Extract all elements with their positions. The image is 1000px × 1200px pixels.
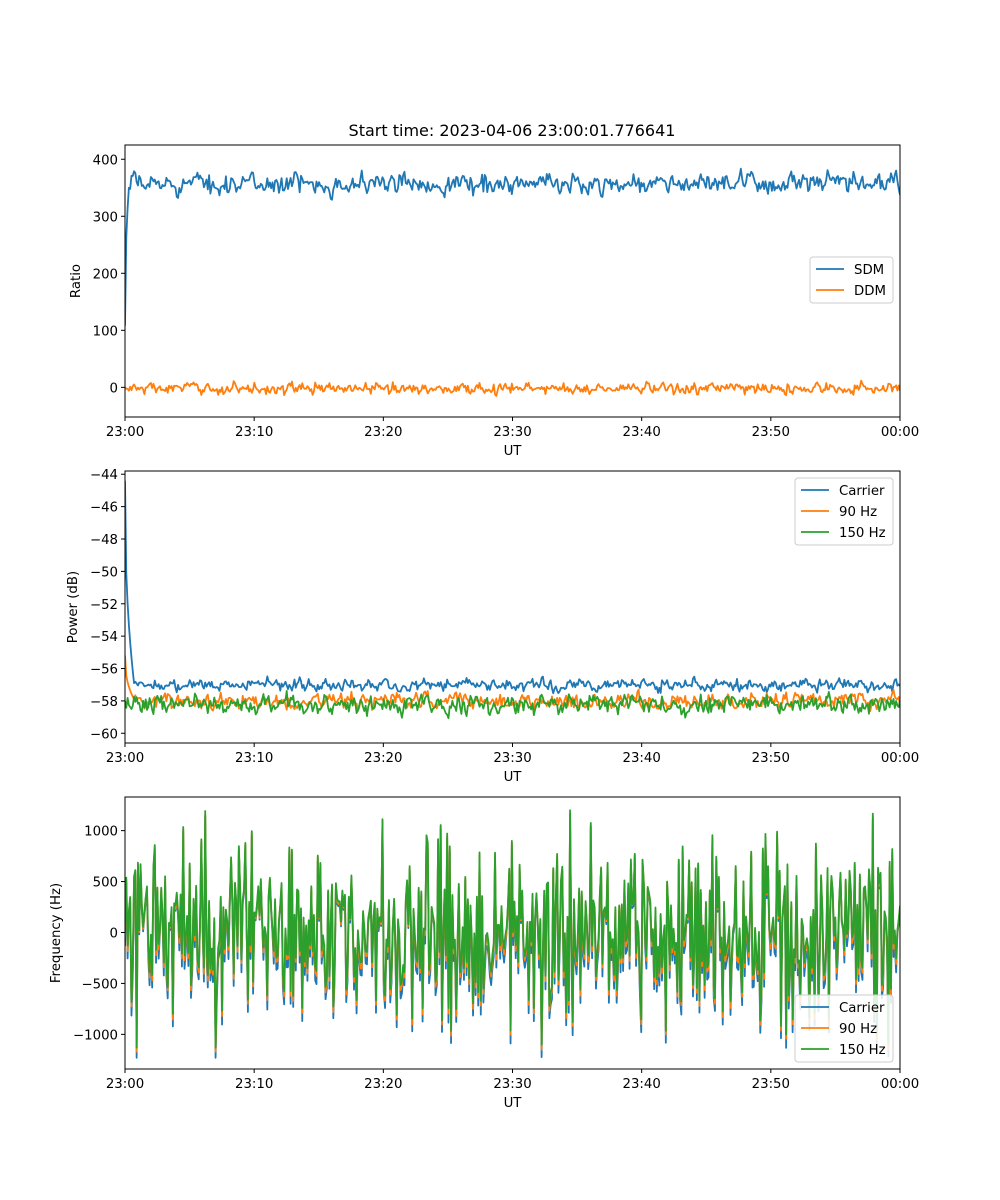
x-tick-label: 00:00	[881, 1077, 919, 1092]
y-tick-label: 0	[110, 926, 118, 941]
legend: Carrier 90 Hz 150 Hz	[794, 994, 894, 1063]
y-tick-label: −1000	[73, 1028, 118, 1043]
x-tick-label: 00:00	[881, 751, 919, 766]
x-tick-label: 23:30	[493, 425, 531, 440]
series-line-ddm	[125, 379, 900, 397]
legend-box	[794, 994, 894, 1063]
y-tick-label: 0	[110, 381, 118, 396]
legend-label: Carrier	[839, 1001, 885, 1016]
legend-label: Carrier	[839, 484, 885, 499]
chart-title: Start time: 2023-04-06 23:00:01.776641	[349, 121, 676, 140]
series-line-150-hz	[125, 809, 900, 1049]
y-tick-label: 500	[93, 876, 118, 891]
y-tick-label: −56	[90, 663, 118, 678]
x-axis-label: UT	[504, 770, 523, 785]
legend: Carrier 90 Hz 150 Hz	[794, 477, 894, 546]
x-axis-label: UT	[504, 1096, 523, 1111]
y-tick-label: 200	[93, 267, 118, 282]
y-tick-label: −60	[90, 727, 118, 742]
legend-box	[794, 477, 894, 546]
y-tick-label: 400	[93, 153, 118, 168]
y-tick-label: 1000	[84, 825, 118, 840]
x-tick-label: 23:10	[235, 751, 273, 766]
x-tick-label: 23:00	[106, 425, 144, 440]
y-axis-label: Frequency (Hz)	[49, 883, 64, 983]
legend: SDM DDM	[809, 256, 894, 304]
series-line-sdm	[125, 167, 900, 326]
x-tick-label: 23:40	[623, 1077, 661, 1092]
x-tick-label: 23:00	[106, 1077, 144, 1092]
y-axis-label: Power (dB)	[66, 571, 81, 643]
y-tick-label: −46	[90, 501, 118, 516]
x-tick-label: 23:30	[493, 1077, 531, 1092]
legend-label: 90 Hz	[839, 505, 877, 520]
chart-panel-2: 23:00 23:10 23:20 23:30 23:40 23:50 00:00 UT −44…	[66, 468, 919, 785]
x-tick-label: 23:10	[235, 1077, 273, 1092]
y-tick-label: −54	[90, 630, 118, 645]
x-tick-label: 23:10	[235, 425, 273, 440]
legend-label: 90 Hz	[839, 1022, 877, 1037]
legend-label: SDM	[854, 263, 884, 278]
x-tick-label: 23:40	[623, 751, 661, 766]
legend-label: 150 Hz	[839, 1043, 886, 1058]
y-tick-label: −48	[90, 533, 118, 548]
x-tick-label: 23:20	[364, 425, 402, 440]
series-line-150-hz	[125, 690, 900, 720]
x-tick-label: 23:20	[364, 751, 402, 766]
x-tick-label: 23:50	[752, 425, 790, 440]
y-tick-label: −50	[90, 565, 118, 580]
x-tick-label: 23:50	[752, 751, 790, 766]
x-tick-label: 00:00	[881, 425, 919, 440]
y-tick-label: −52	[90, 598, 118, 613]
x-tick-label: 23:20	[364, 1077, 402, 1092]
y-tick-label: 300	[93, 210, 118, 225]
y-tick-label: −500	[81, 977, 118, 992]
x-axis-label: UT	[504, 444, 523, 459]
x-tick-label: 23:40	[623, 425, 661, 440]
chart-panel-3: 23:00 23:10 23:20 23:30 23:40 23:50 00:00 UT −10…	[49, 796, 919, 1111]
legend-label: 150 Hz	[839, 526, 886, 541]
y-tick-label: 100	[93, 324, 118, 339]
x-tick-label: 23:30	[493, 751, 531, 766]
series-line-carrier	[125, 480, 900, 695]
y-tick-label: −44	[90, 468, 118, 483]
x-tick-label: 23:00	[106, 751, 144, 766]
y-tick-label: −58	[90, 695, 118, 710]
x-tick-label: 23:50	[752, 1077, 790, 1092]
y-axis-label: Ratio	[69, 264, 84, 298]
legend-label: DDM	[854, 284, 886, 299]
chart-panel-1: 23:00 23:10 23:20 23:30 23:40 23:50 00:00 UT 0 10…	[69, 144, 919, 459]
